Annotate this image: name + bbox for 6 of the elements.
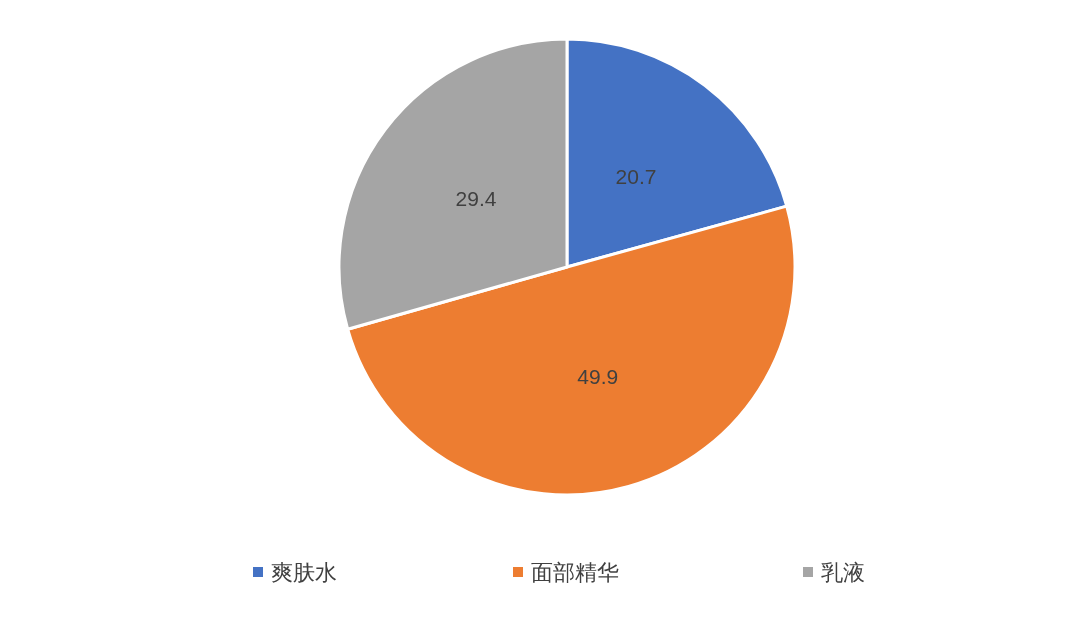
legend-label: 爽肤水 — [271, 559, 337, 585]
legend-label: 面部精华 — [531, 559, 619, 585]
data-label: 20.7 — [615, 164, 657, 188]
legend-label: 乳液 — [821, 559, 865, 585]
data-label: 49.9 — [577, 365, 619, 389]
data-label: 29.4 — [455, 186, 497, 210]
